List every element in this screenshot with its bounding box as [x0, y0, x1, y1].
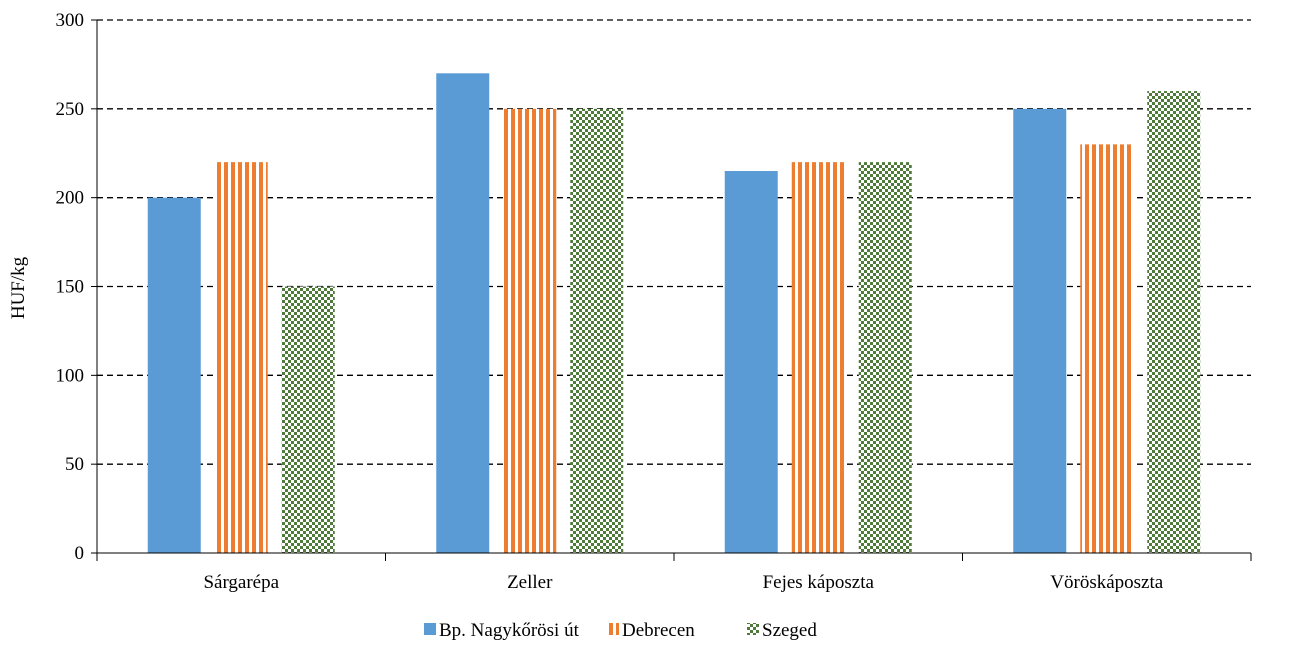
legend: Bp. Nagykőrösi út Debrecen Szeged	[424, 620, 817, 641]
bar-bp-nagyk-r-si-t-1	[436, 73, 490, 554]
legend-swatch	[607, 623, 619, 635]
bar-debrecen-1	[503, 108, 557, 553]
bar-bp-nagyk-r-si-t-2	[724, 171, 778, 553]
y-tick-label: 250	[56, 99, 85, 120]
y-tick-label: 50	[65, 454, 84, 475]
bar-szeged-0	[281, 286, 335, 553]
legend-label: Debrecen	[622, 620, 695, 641]
y-axis-title: HUF/kg	[8, 256, 29, 319]
legend-label: Szeged	[762, 620, 817, 641]
x-tick-label: Zeller	[507, 572, 553, 593]
legend-swatch	[747, 623, 759, 635]
y-tick-label: 0	[75, 543, 85, 564]
bar-szeged-2	[858, 162, 912, 553]
y-tick-label: 200	[56, 188, 85, 209]
axes: 0 50 100 150 200 250 300 Sárgarépa Zeller Fejes k…	[56, 10, 1252, 593]
y-tick-label: 100	[56, 365, 85, 386]
bar-debrecen-0	[214, 162, 268, 553]
bar-debrecen-3	[1080, 144, 1134, 553]
legend-swatch	[424, 623, 436, 635]
bar-bp-nagyk-r-si-t-3	[1013, 108, 1067, 553]
bar-szeged-1	[570, 108, 624, 553]
bars	[147, 73, 1201, 554]
x-tick-label: Vöröskáposzta	[1050, 572, 1163, 593]
y-tick-label: 300	[56, 10, 85, 31]
bar-szeged-3	[1147, 91, 1201, 554]
y-tick-label: 150	[56, 277, 85, 298]
gridlines	[97, 19, 1251, 465]
x-tick-label: Sárgarépa	[203, 572, 279, 593]
legend-label: Bp. Nagykőrösi út	[439, 620, 580, 641]
bar-debrecen-2	[791, 162, 845, 553]
bar-bp-nagyk-r-si-t-0	[147, 197, 201, 553]
x-tick-label: Fejes káposzta	[763, 572, 875, 593]
